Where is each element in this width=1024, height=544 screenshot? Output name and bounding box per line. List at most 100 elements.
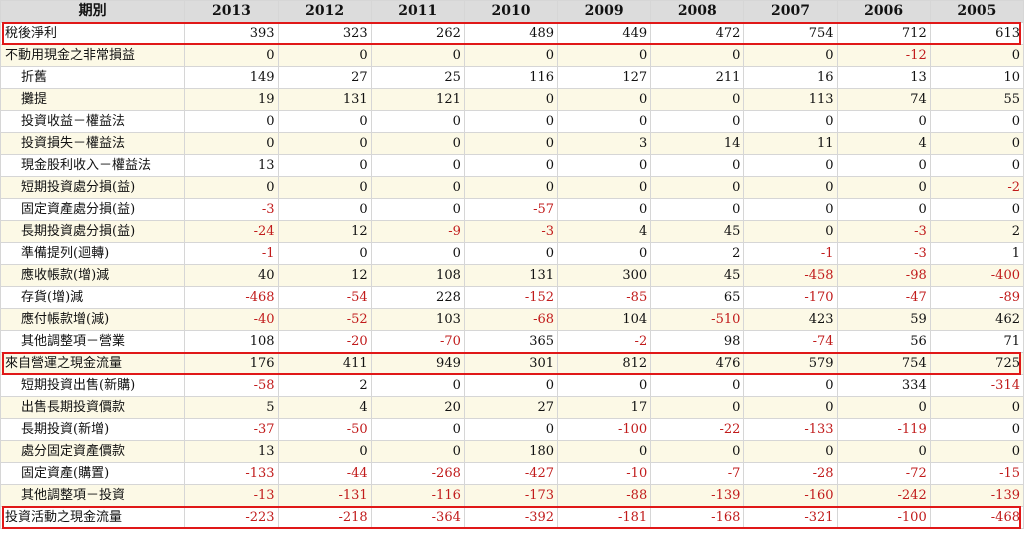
value-cell: 0 (650, 440, 745, 463)
table-row: 長期投資處分損(益) -24 12 -9 -3 4 45 0 -3 2 (0, 220, 1024, 243)
table-row: 長期投資(新增) -37 -50 0 0 -100 -22 -133 -119 0 (0, 418, 1024, 441)
value-cell: 393 (184, 22, 279, 45)
row-label: 短期投資出售(新購) (0, 374, 186, 397)
value-cell: 472 (650, 22, 745, 45)
value-cell: -50 (277, 418, 372, 441)
value-cell: -119 (836, 418, 931, 441)
value-cell: -28 (743, 462, 838, 485)
value-cell: 0 (370, 418, 465, 441)
value-cell: -468 (184, 286, 279, 309)
table-row: 應收帳款(增)減 40 12 108 131 300 45 -458 -98 -400 (0, 264, 1024, 287)
header-row: 期別 2013 2012 2011 2010 2009 2008 2007 2006 2005 (0, 0, 1024, 23)
value-cell: 0 (743, 396, 838, 419)
value-cell: -24 (184, 220, 279, 243)
value-cell: 13 (184, 440, 279, 463)
value-cell: -10 (557, 462, 652, 485)
value-cell: 0 (277, 440, 372, 463)
value-cell: 0 (184, 110, 279, 133)
value-cell: 0 (184, 132, 279, 155)
value-cell: -218 (277, 506, 372, 529)
value-cell: 0 (277, 110, 372, 133)
value-cell: 0 (650, 176, 745, 199)
value-cell: 301 (463, 352, 559, 375)
value-cell: 0 (463, 418, 559, 441)
value-cell: -1 (743, 242, 838, 265)
year-header: 2007 (743, 0, 838, 23)
value-cell: 0 (929, 418, 1024, 441)
value-cell: 59 (836, 308, 931, 331)
value-cell: -3 (463, 220, 559, 243)
value-cell: 131 (463, 264, 559, 287)
row-label: 準備提列(迴轉) (0, 242, 186, 265)
row-label: 現金股利收入－權益法 (0, 154, 186, 177)
row-label: 投資收益－權益法 (0, 110, 186, 133)
value-cell: 0 (463, 154, 559, 177)
value-cell: 0 (743, 154, 838, 177)
value-cell: 0 (836, 198, 931, 221)
table-row: 稅後淨利 393 323 262 489 449 472 754 712 613 (0, 22, 1024, 45)
table-row: 應付帳款增(減) -40 -52 103 -68 104 -510 423 59 462 (0, 308, 1024, 331)
table-row: 短期投資出售(新購) -58 2 0 0 0 0 0 334 -314 (0, 374, 1024, 397)
year-header: 2011 (370, 0, 465, 23)
value-cell: 2 (929, 220, 1024, 243)
value-cell: 0 (557, 154, 652, 177)
row-label: 攤提 (0, 88, 186, 111)
value-cell: -44 (277, 462, 372, 485)
value-cell: 0 (370, 132, 465, 155)
value-cell: 0 (836, 396, 931, 419)
value-cell: -3 (836, 242, 931, 265)
value-cell: 613 (929, 22, 1024, 45)
value-cell: -152 (463, 286, 559, 309)
value-cell: 98 (650, 330, 745, 353)
table-row: 處分固定資產價款 13 0 0 180 0 0 0 0 0 (0, 440, 1024, 463)
value-cell: 0 (463, 176, 559, 199)
value-cell: 0 (650, 154, 745, 177)
value-cell: -131 (277, 484, 372, 507)
value-cell: -2 (929, 176, 1024, 199)
row-label: 長期投資處分損(益) (0, 220, 186, 243)
value-cell: 0 (557, 242, 652, 265)
value-cell: 0 (929, 154, 1024, 177)
row-label: 稅後淨利 (0, 22, 186, 45)
value-cell: 121 (370, 88, 465, 111)
value-cell: 754 (836, 352, 931, 375)
value-cell: -364 (370, 506, 465, 529)
row-label: 來自營運之現金流量 (0, 352, 186, 375)
value-cell: -139 (650, 484, 745, 507)
value-cell: 0 (650, 110, 745, 133)
value-cell: -74 (743, 330, 838, 353)
value-cell: 754 (743, 22, 838, 45)
value-cell: 131 (277, 88, 372, 111)
table-row: 投資收益－權益法 0 0 0 0 0 0 0 0 0 (0, 110, 1024, 133)
value-cell: -100 (557, 418, 652, 441)
year-header: 2009 (557, 0, 652, 23)
value-cell: 4 (277, 396, 372, 419)
value-cell: -170 (743, 286, 838, 309)
value-cell: -68 (463, 308, 559, 331)
value-cell: 0 (650, 88, 745, 111)
value-cell: 0 (929, 396, 1024, 419)
value-cell: 0 (184, 176, 279, 199)
value-cell: 949 (370, 352, 465, 375)
value-cell: 108 (370, 264, 465, 287)
value-cell: 74 (836, 88, 931, 111)
value-cell: -100 (836, 506, 931, 529)
value-cell: -3 (836, 220, 931, 243)
table-header: 期別 2013 2012 2011 2010 2009 2008 2007 2006 2005 (0, 0, 1024, 23)
value-cell: 0 (557, 198, 652, 221)
table-row: 不動用現金之非常損益 0 0 0 0 0 0 0 -12 0 (0, 44, 1024, 67)
table-body: 稅後淨利 393 323 262 489 449 472 754 712 613 不動用現金之非常損… (0, 22, 1024, 529)
cash-flow-table: 期別 2013 2012 2011 2010 2009 2008 2007 2006 2005 … (0, 0, 1024, 529)
year-header: 2010 (463, 0, 559, 23)
value-cell: 0 (370, 110, 465, 133)
value-cell: -268 (370, 462, 465, 485)
value-cell: 0 (370, 374, 465, 397)
table-row: 準備提列(迴轉) -1 0 0 0 0 2 -1 -3 1 (0, 242, 1024, 265)
value-cell: 45 (650, 264, 745, 287)
value-cell: 55 (929, 88, 1024, 111)
row-label: 其他調整項－投資 (0, 484, 186, 507)
value-cell: -15 (929, 462, 1024, 485)
value-cell: 56 (836, 330, 931, 353)
table-row: 其他調整項－營業 108 -20 -70 365 -2 98 -74 56 71 (0, 330, 1024, 353)
value-cell: 0 (743, 220, 838, 243)
